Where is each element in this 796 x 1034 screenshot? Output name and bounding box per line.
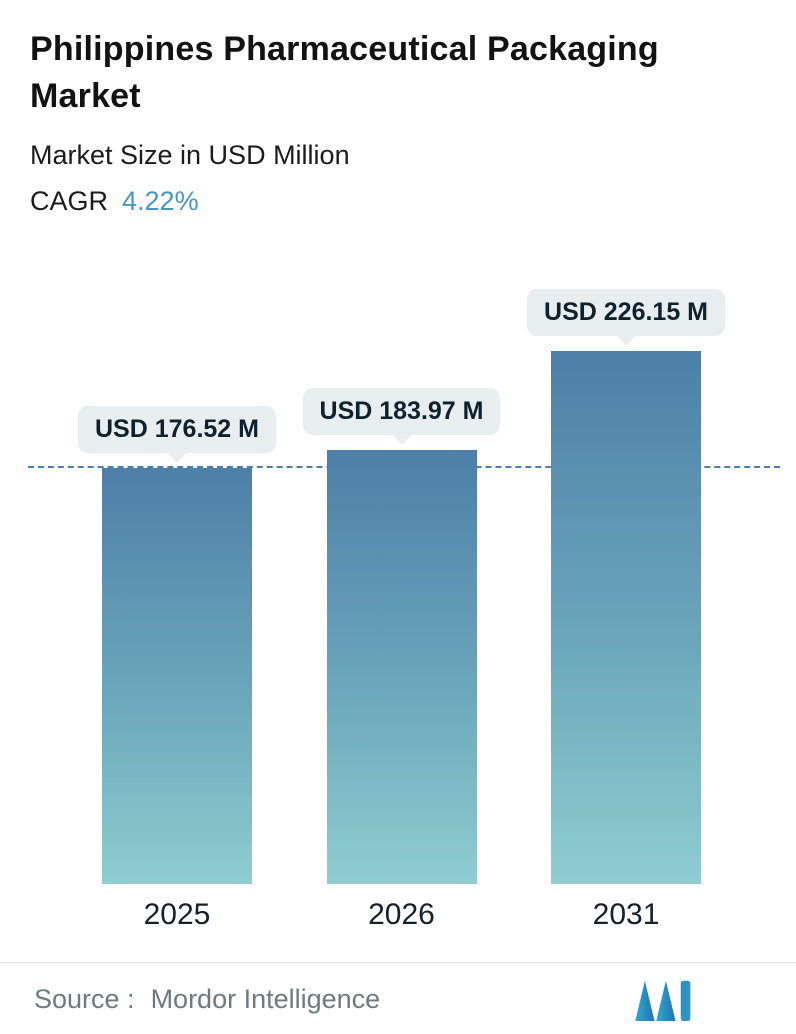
cagr-value: 4.22% — [122, 185, 199, 216]
bar-group-2031: USD 226.15 M 2031 — [527, 288, 725, 936]
mordor-intelligence-logo-icon — [635, 980, 691, 1021]
source-name: Mordor Intelligence — [150, 984, 381, 1015]
callout-pointer-icon — [166, 451, 187, 463]
callout-pointer-icon — [616, 334, 637, 346]
value-callout-2025: USD 176.52 M — [78, 405, 276, 453]
bar-chart: USD 176.52 M 2025 USD 183.97 M 2026 USD 226.… — [0, 261, 796, 936]
source-label: Source : — [34, 984, 135, 1015]
source-attribution: Source : Mordor Intelligence — [34, 984, 380, 1015]
chart-subtitle: Market Size in USD Million — [30, 139, 350, 170]
footer-divider — [0, 961, 796, 963]
chart-title: Philippines Pharmaceutical Packaging Mar… — [30, 30, 659, 115]
cagr-row: CAGR 4.22% — [30, 186, 766, 217]
value-callout-2031: USD 226.15 M — [527, 288, 725, 336]
value-callout-2026: USD 183.97 M — [302, 387, 501, 435]
cagr-label: CAGR — [30, 185, 109, 216]
x-axis-label-2026: 2026 — [368, 897, 435, 931]
bar-group-2025: USD 176.52 M 2025 — [78, 405, 276, 936]
bar-2026 — [326, 449, 477, 884]
footer: Source : Mordor Intelligence — [0, 963, 796, 1023]
bar-2025 — [101, 467, 252, 884]
bar-2031 — [551, 350, 702, 884]
bars-container: USD 176.52 M 2025 USD 183.97 M 2026 USD 226.… — [0, 261, 796, 936]
x-axis-label-2025: 2025 — [143, 897, 211, 931]
chart-header: Philippines Pharmaceutical Packaging Mar… — [0, 0, 796, 217]
x-axis-label-2031: 2031 — [592, 897, 660, 931]
callout-pointer-icon — [391, 433, 412, 445]
bar-group-2026: USD 183.97 M 2026 — [302, 387, 501, 936]
